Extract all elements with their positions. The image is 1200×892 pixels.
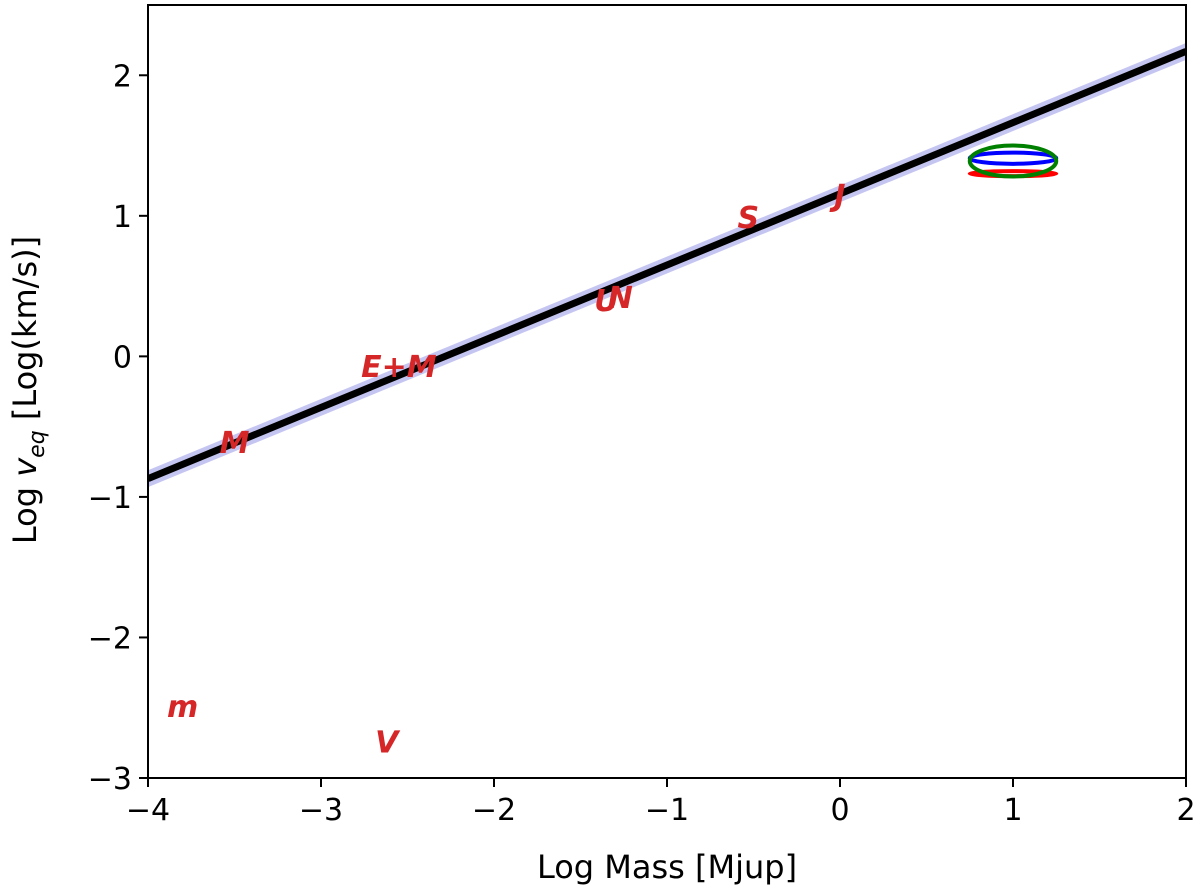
- fit-line: [148, 48, 1186, 482]
- point-label-6: m: [167, 690, 198, 725]
- point-label-3: N: [608, 281, 633, 316]
- plot-area: M E+M UN S Jm V: [148, 42, 1186, 760]
- x-tick-label: −2: [472, 793, 516, 828]
- y-axis: −3 −2 −1 0 1 2: [88, 59, 148, 797]
- point-label-0: M: [220, 426, 250, 461]
- y-axis-title-var: v: [6, 457, 44, 477]
- y-axis-title: Log veq [Log(km/s)]: [6, 236, 50, 544]
- x-tick-label: −4: [126, 793, 170, 828]
- y-tick-label: −2: [88, 621, 132, 656]
- x-tick-label: 1: [1003, 793, 1022, 828]
- y-tick-label: −3: [88, 762, 132, 797]
- point-label-1: E+M: [361, 350, 437, 385]
- y-tick-label: 0: [113, 340, 132, 375]
- x-axis: −4 −3 −2 −1 0 1 2: [126, 778, 1196, 828]
- point-label-2: U: [594, 284, 618, 319]
- y-axis-title-prefix: Log: [6, 477, 44, 544]
- plot-content: M E+M UN S Jm V: [148, 42, 1186, 760]
- y-tick-label: 2: [113, 59, 132, 94]
- y-tick-label: 1: [113, 200, 132, 235]
- x-tick-label: 0: [830, 793, 849, 828]
- x-tick-label: 2: [1176, 793, 1195, 828]
- point-label-4: S: [738, 201, 760, 236]
- point-label-7: V: [375, 725, 401, 760]
- point-label-5: J: [829, 179, 845, 214]
- ellipse-2: [967, 143, 1059, 179]
- ellipse-1: [967, 150, 1059, 166]
- x-tick-label: −3: [299, 793, 343, 828]
- y-axis-title-suffix: [Log(km/s)]: [6, 236, 44, 430]
- y-axis-title-sub: eq: [25, 430, 50, 458]
- y-tick-label: −1: [88, 481, 132, 516]
- x-tick-label: −1: [645, 793, 689, 828]
- x-axis-title: Log Mass [Mjup]: [537, 848, 797, 886]
